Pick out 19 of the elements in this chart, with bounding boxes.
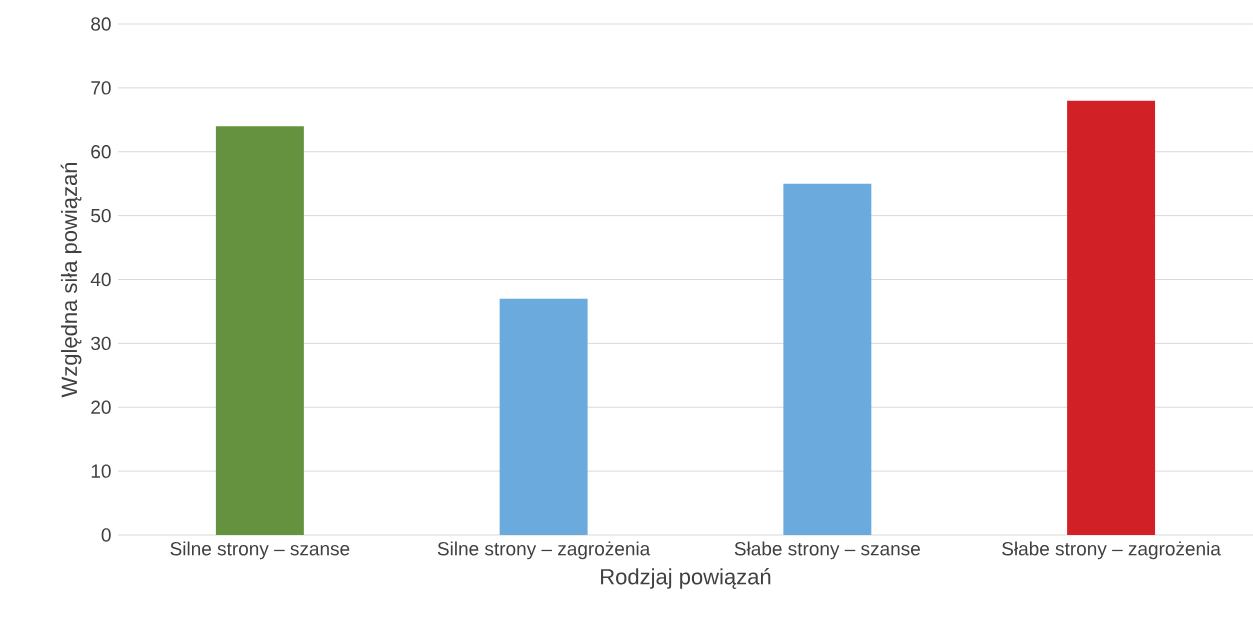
y-tick-label: 80 <box>91 17 111 31</box>
bar <box>499 298 588 535</box>
bar <box>215 126 304 535</box>
y-tick-label: 10 <box>91 464 111 478</box>
y-tick-label: 70 <box>91 81 111 95</box>
y-tick-label: 20 <box>91 400 111 414</box>
x-tick-label: Słabe strony – szanse <box>734 541 920 560</box>
y-axis-title: Względna siła powiązań <box>60 162 82 398</box>
bar <box>1067 100 1156 535</box>
y-tick-label: 50 <box>91 208 111 223</box>
x-tick-label: Silne strony – szanse <box>170 541 350 560</box>
x-tick-label: Słabe strony – zagrożenia <box>1002 541 1221 560</box>
y-tick-label: 60 <box>91 145 111 159</box>
y-tick-label: 30 <box>91 336 111 351</box>
y-tick-label: 40 <box>90 272 111 287</box>
bar <box>783 183 872 535</box>
x-axis-title: Rodzjaj powiązań <box>601 568 771 589</box>
y-tick-label: 0 <box>101 528 111 542</box>
x-tick-label: Silne strony – zagrożenia <box>437 541 651 560</box>
